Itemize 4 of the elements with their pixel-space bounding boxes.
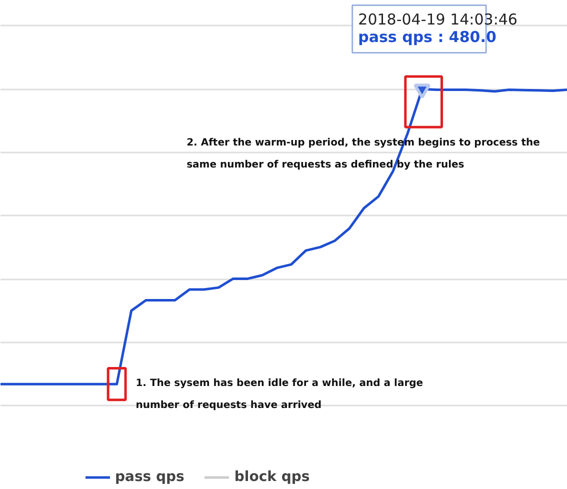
legend-label: pass qps bbox=[115, 469, 184, 485]
annotation: 1. The sysem has been idle for a while, and a large number of requests have arrived bbox=[136, 378, 424, 412]
legend-label: block qps bbox=[234, 469, 310, 485]
text: 2018-04-19 14:03:46 pass qps : 480.0 bbox=[358, 10, 518, 46]
